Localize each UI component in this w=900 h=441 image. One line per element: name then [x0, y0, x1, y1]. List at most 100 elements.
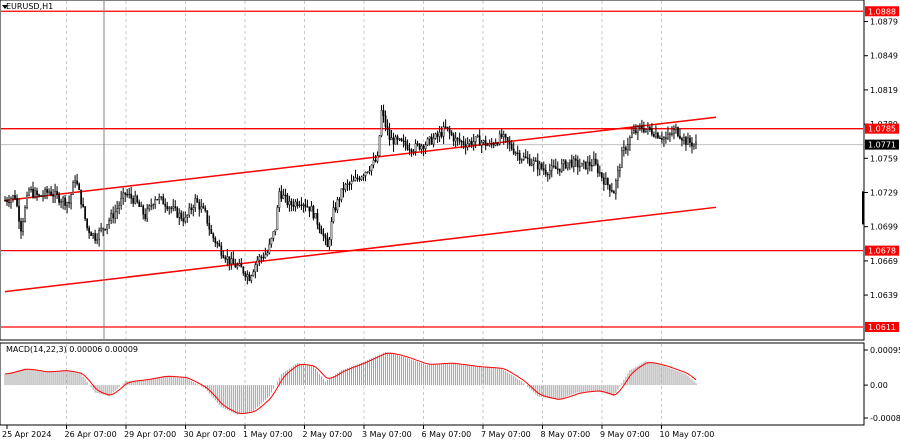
candle-body	[142, 205, 145, 215]
candle-body	[354, 177, 357, 181]
candle-body	[572, 158, 575, 167]
candle-body	[448, 128, 451, 133]
dropdown-triangle-icon[interactable]	[2, 5, 8, 9]
candle-body	[300, 204, 303, 207]
candle-body	[568, 159, 571, 164]
candle-body	[492, 143, 495, 146]
candle-body	[428, 136, 431, 140]
y-tick-label: 1.0849	[870, 52, 898, 61]
candle-body	[520, 159, 523, 161]
candle-body	[230, 258, 233, 264]
candle-body	[486, 144, 489, 147]
y-tick-label: 1.0699	[870, 223, 898, 232]
candle-body	[132, 198, 135, 204]
y-tick-label: 1.0759	[870, 154, 898, 163]
candle-body	[214, 237, 217, 244]
candle-body	[34, 190, 36, 198]
candle-body	[24, 207, 26, 222]
candle-body	[58, 194, 60, 203]
candle-body	[12, 195, 14, 199]
candle-body	[352, 180, 355, 182]
candle-body	[496, 143, 499, 145]
candle-body	[592, 158, 595, 166]
candle-body	[138, 201, 141, 207]
candle-body	[242, 266, 245, 274]
candle-body	[564, 160, 567, 169]
candle-body	[206, 210, 209, 224]
level-tag-label: 1.0678	[868, 247, 896, 256]
candle-body	[162, 196, 165, 205]
candle-body	[518, 152, 521, 160]
candle-body	[398, 138, 401, 140]
candle-body	[156, 199, 159, 201]
candle-body	[286, 195, 289, 206]
candle-body	[412, 151, 415, 153]
candle-body	[60, 201, 62, 203]
candle-body	[148, 205, 151, 210]
candle-body	[10, 198, 12, 203]
candle-body	[188, 207, 191, 216]
candle-body	[617, 170, 619, 181]
candle-body	[140, 205, 143, 207]
current-price-label: 1.0771	[868, 141, 896, 150]
candle-body	[324, 235, 327, 239]
candle-body	[378, 135, 381, 156]
channel-line-upper	[4, 116, 717, 202]
candle-body	[306, 206, 309, 208]
candle-body	[422, 145, 425, 150]
candle-body	[130, 193, 133, 199]
candle-body	[288, 201, 291, 206]
candle-body	[588, 161, 591, 166]
candle-body	[554, 166, 557, 170]
candle-body	[442, 126, 445, 137]
candle-body	[532, 160, 535, 165]
candle-body	[260, 256, 263, 258]
candle-body	[316, 213, 319, 225]
candle-body	[560, 163, 563, 172]
candle-body	[192, 207, 195, 210]
candle-body	[524, 156, 527, 159]
candle-body	[490, 143, 493, 145]
candle-body	[210, 228, 213, 234]
candle-body	[629, 137, 631, 145]
candle-body	[308, 206, 311, 212]
candle-body	[344, 184, 347, 190]
candle-body	[346, 183, 349, 185]
candle-body	[350, 180, 353, 185]
candle-body	[370, 164, 373, 171]
candle-body	[639, 126, 641, 128]
candle-body	[278, 191, 281, 208]
candle-body	[170, 207, 173, 209]
candle-body	[136, 195, 139, 203]
candle-body	[258, 256, 261, 261]
candle-body	[264, 254, 267, 259]
candle-body	[647, 126, 649, 130]
candle-body	[30, 188, 32, 191]
candle-body	[556, 168, 559, 170]
candle-body	[46, 189, 48, 193]
candle-body	[594, 158, 597, 165]
candle-body	[416, 143, 419, 145]
candle-body	[116, 208, 119, 213]
candle-body	[450, 132, 453, 136]
candle-body	[695, 141, 697, 145]
candle-body	[76, 180, 78, 185]
macd-y-tick-label: 0.00	[870, 381, 888, 390]
candle-body	[48, 191, 50, 193]
candle-body	[358, 178, 361, 180]
candle-body	[184, 216, 187, 222]
candle-body	[108, 220, 110, 225]
current-price-tag	[865, 139, 899, 150]
candle-body	[302, 204, 305, 206]
candle-body	[574, 158, 577, 161]
candle-body	[22, 221, 24, 232]
candle-body	[204, 207, 207, 211]
candle-body	[262, 257, 265, 259]
candle-body	[637, 126, 639, 133]
x-tick-label: 10 May 07:00	[660, 430, 715, 439]
candle-body	[663, 137, 665, 140]
candle-body	[84, 206, 86, 220]
candle-body	[96, 238, 98, 241]
